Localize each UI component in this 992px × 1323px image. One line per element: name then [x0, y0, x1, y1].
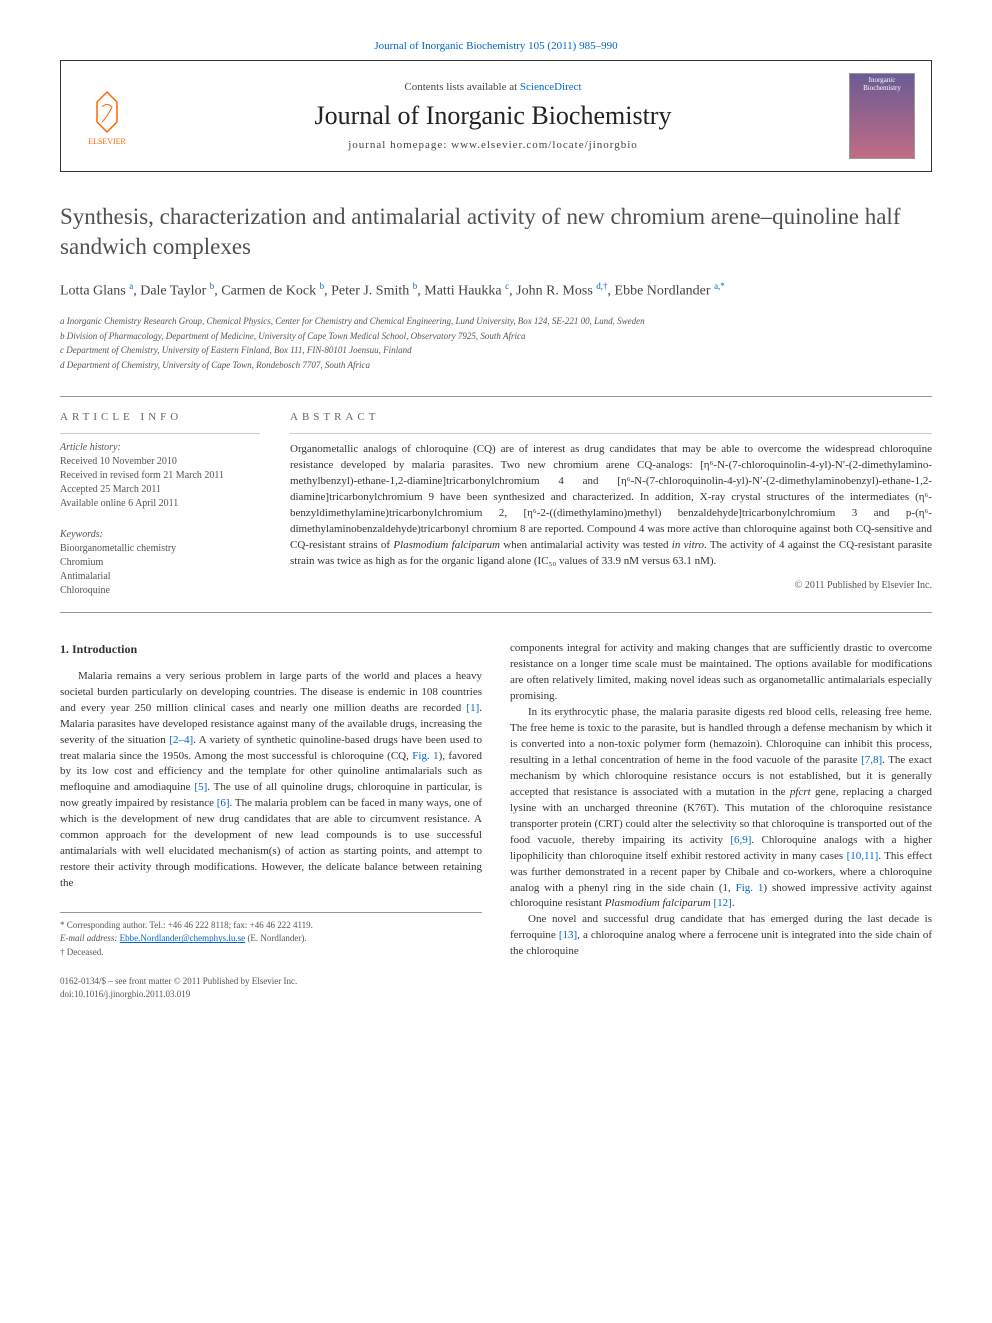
- journal-homepage: journal homepage: www.elsevier.com/locat…: [137, 139, 849, 151]
- affiliation-item: d Department of Chemistry, University of…: [60, 359, 932, 373]
- history-item: Received in revised form 21 March 2011: [60, 469, 260, 483]
- body-paragraph: components integral for activity and mak…: [510, 641, 932, 705]
- article-info-heading: ARTICLE INFO: [60, 411, 260, 423]
- contents-line: Contents lists available at ScienceDirec…: [137, 81, 849, 93]
- ref-link[interactable]: [6]: [217, 797, 230, 809]
- journal-citation[interactable]: Journal of Inorganic Biochemistry 105 (2…: [60, 40, 932, 52]
- body-paragraph: Malaria remains a very serious problem i…: [60, 669, 482, 892]
- history-item: Accepted 25 March 2011: [60, 483, 260, 497]
- keyword-item: Antimalarial: [60, 570, 260, 584]
- ref-link[interactable]: [6,9]: [730, 834, 751, 846]
- footnotes: * Corresponding author. Tel.: +46 46 222…: [60, 912, 482, 960]
- section-1-heading: 1. Introduction: [60, 641, 482, 658]
- history-item: Received 10 November 2010: [60, 455, 260, 469]
- ref-link[interactable]: [10,11]: [847, 850, 879, 862]
- article-info-section: ARTICLE INFO Article history: Received 1…: [60, 396, 932, 613]
- history-item: Available online 6 April 2011: [60, 497, 260, 511]
- ref-link[interactable]: [12]: [713, 897, 731, 909]
- keyword-item: Bioorganometallic chemistry: [60, 542, 260, 556]
- body-paragraph: In its erythrocytic phase, the malaria p…: [510, 705, 932, 912]
- sciencedirect-link[interactable]: ScienceDirect: [520, 81, 582, 93]
- affiliations: a Inorganic Chemistry Research Group, Ch…: [60, 315, 932, 372]
- footer-meta: 0162-0134/$ – see front matter © 2011 Pu…: [60, 975, 482, 1000]
- front-matter-line: 0162-0134/$ – see front matter © 2011 Pu…: [60, 975, 482, 988]
- affiliation-item: b Division of Pharmacology, Department o…: [60, 330, 932, 344]
- affiliation-item: a Inorganic Chemistry Research Group, Ch…: [60, 315, 932, 329]
- journal-cover-thumb: Inorganic Biochemistry: [849, 73, 915, 159]
- journal-header: ELSEVIER Contents lists available at Sci…: [60, 60, 932, 172]
- ref-link[interactable]: [7,8]: [861, 754, 882, 766]
- ref-link[interactable]: [2–4]: [169, 734, 193, 746]
- corresponding-author: * Corresponding author. Tel.: +46 46 222…: [60, 919, 482, 933]
- journal-name: Journal of Inorganic Biochemistry: [137, 101, 849, 131]
- article-title: Synthesis, characterization and antimala…: [60, 202, 932, 262]
- abstract-copyright: © 2011 Published by Elsevier Inc.: [290, 580, 932, 591]
- homepage-url[interactable]: www.elsevier.com/locate/jinorgbio: [451, 139, 638, 151]
- ref-link[interactable]: [5]: [194, 781, 207, 793]
- email-line: E-mail address: Ebbe.Nordlander@chemphys…: [60, 932, 482, 946]
- article-body: 1. Introduction Malaria remains a very s…: [60, 641, 932, 1000]
- email-link[interactable]: Ebbe.Nordlander@chemphys.lu.se: [120, 933, 246, 943]
- history-head: Article history:: [60, 442, 260, 453]
- abstract-text: Organometallic analogs of chloroquine (C…: [290, 442, 932, 570]
- ref-link[interactable]: [13]: [559, 929, 577, 941]
- figure-ref[interactable]: Fig. 1: [412, 750, 438, 762]
- affiliation-item: c Department of Chemistry, University of…: [60, 344, 932, 358]
- body-paragraph: One novel and successful drug candidate …: [510, 912, 932, 960]
- keywords-head: Keywords:: [60, 529, 260, 540]
- doi-line: doi:10.1016/j.jinorgbio.2011.03.019: [60, 988, 482, 1001]
- elsevier-logo: ELSEVIER: [77, 81, 137, 151]
- author-list: Lotta Glans a, Dale Taylor b, Carmen de …: [60, 280, 932, 302]
- keyword-item: Chloroquine: [60, 584, 260, 598]
- deceased-note: † Deceased.: [60, 946, 482, 960]
- figure-ref[interactable]: Fig. 1: [736, 882, 764, 894]
- keyword-item: Chromium: [60, 556, 260, 570]
- abstract-heading: ABSTRACT: [290, 411, 932, 423]
- ref-link[interactable]: [1]: [466, 702, 479, 714]
